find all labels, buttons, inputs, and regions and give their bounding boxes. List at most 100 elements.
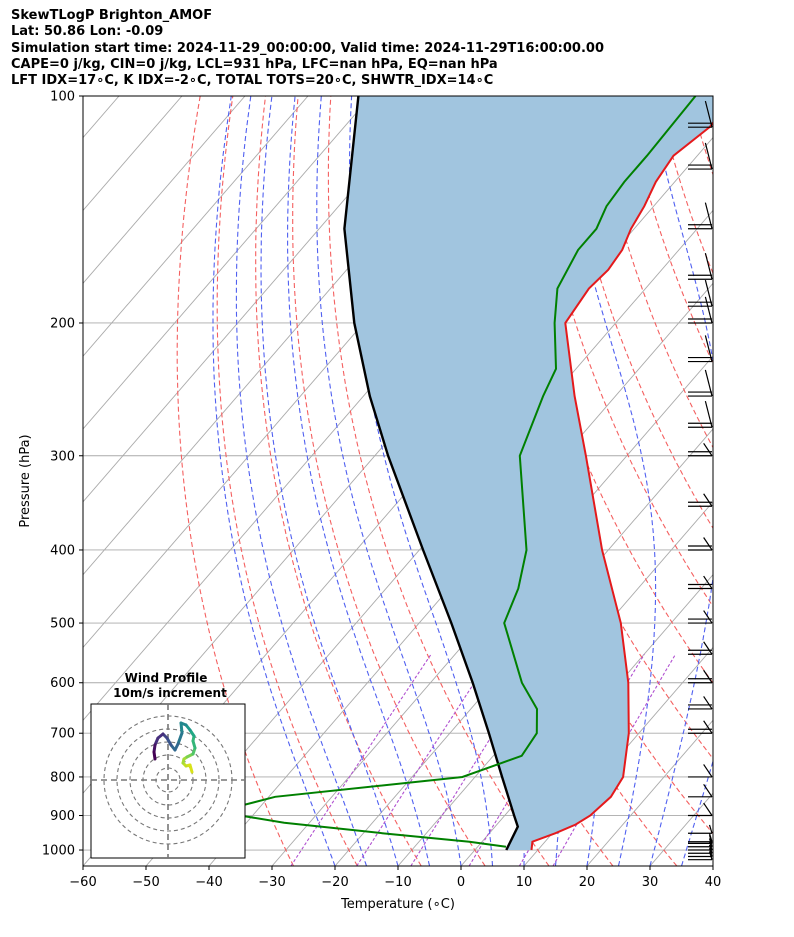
wind-barb: [688, 100, 713, 128]
wind-barb: [688, 669, 713, 684]
x-tick-label: −60: [69, 875, 96, 890]
dry-adiabat-line: [176, 96, 294, 866]
x-tick-label: 0: [457, 875, 465, 890]
dry-adiabat-line: [292, 96, 486, 866]
wind-barb: [688, 838, 713, 848]
dry-adiabat-line: [591, 96, 713, 449]
x-tick-label: −30: [258, 875, 285, 890]
wind-barb: [688, 296, 713, 324]
dry-adiabat-line: [788, 96, 794, 866]
wind-barb: [688, 764, 713, 778]
y-tick-label: 800: [50, 770, 75, 785]
temperature-profile-line: [530, 121, 713, 851]
mixing-ratio-line: [290, 653, 432, 866]
hodograph-segment: [176, 731, 184, 746]
isotherm-line: [271, 355, 713, 866]
dry-adiabat-line: [755, 96, 794, 866]
y-tick-label: 100: [50, 90, 75, 105]
y-tick-label: 700: [50, 727, 75, 742]
wind-barb: [688, 279, 713, 307]
wind-barb: [688, 252, 713, 280]
wind-barb: [688, 142, 713, 170]
wind-barb: [688, 575, 713, 590]
cin-shaded-area: [344, 96, 713, 850]
dry-adiabat-line: [656, 96, 713, 275]
axes: −60 −50 −40 −30 −20 −10 0 10 20 30 40 1000 900 800 700…: [42, 90, 721, 891]
isotherm-line: [83, 96, 309, 357]
x-tick-label: 30: [642, 875, 659, 890]
isotherm-line: [83, 96, 246, 284]
wind-barb: [688, 802, 713, 817]
indices-line: LFT IDX=17∘C, K IDX=-2∘C, TOTAL TOTS=20∘…: [11, 73, 494, 89]
isotherm-line: [776, 96, 794, 866]
y-tick-label: 400: [50, 543, 75, 558]
wind-barb: [688, 335, 713, 363]
x-tick-label: 40: [705, 875, 722, 890]
hodograph-title: Wind Profile: [125, 671, 208, 685]
wind-barb: [688, 537, 713, 551]
isotherm-line: [334, 428, 713, 866]
moist-adiabat-line: [712, 864, 713, 866]
wind-barbs: [688, 100, 713, 861]
wind-barb: [688, 442, 713, 457]
wind-barb: [688, 400, 713, 428]
hodograph-subtitle: 10m/s increment: [113, 686, 227, 700]
chart-header: SkewTLogP Brighton_AMOF Lat: 50.86 Lon: …: [11, 8, 604, 89]
hodograph-segment: [152, 750, 157, 761]
isotherm-line: [649, 792, 713, 866]
parcel-profile-line: [343, 96, 520, 851]
y-tick-label: 1000: [42, 844, 75, 859]
dry-adiabat-line: [255, 96, 422, 866]
wind-barb: [688, 833, 713, 843]
dry-adiabat-line: [216, 96, 358, 866]
moist-adiabat-line: [235, 96, 368, 866]
dry-adiabat-line: [689, 96, 713, 177]
wind-barb: [688, 493, 713, 507]
moist-adiabat-line: [260, 96, 399, 866]
y-axis-label: Pressure (hPa): [18, 434, 33, 527]
wind-barb: [688, 202, 713, 230]
isotherm-line: [83, 96, 372, 430]
convective-params-line: CAPE=0 j/kg, CIN=0 j/kg, LCL=931 hPa, LF…: [11, 56, 498, 72]
moist-adiabat-line: [648, 96, 713, 866]
wind-barb: [688, 696, 713, 710]
wind-barb: [688, 783, 713, 798]
moist-adiabat-line: [212, 96, 336, 866]
wind-barb: [688, 824, 713, 834]
y-tick-label: 500: [50, 617, 75, 632]
isotherm-line: [83, 96, 435, 503]
isotherm-line: [586, 719, 713, 866]
y-tick-label: 600: [50, 676, 75, 691]
dry-adiabat-line: [723, 96, 794, 866]
x-tick-label: −40: [195, 875, 222, 890]
moist-adiabat-line: [555, 96, 657, 866]
chart-title: SkewTLogP Brighton_AMOF: [11, 8, 213, 23]
y-tick-label: 900: [50, 809, 75, 824]
wind-barb: [688, 851, 713, 861]
moist-adiabat-line: [680, 759, 713, 866]
x-tick-label: 10: [516, 875, 533, 890]
dry-adiabat-line: [624, 96, 713, 365]
x-axis-label: Temperature (∘C): [340, 897, 455, 912]
wind-barb: [688, 369, 713, 397]
x-tick-label: −20: [321, 875, 348, 890]
hodograph-inset: Wind Profile 10m/s increment: [90, 671, 246, 859]
cape-cin-shading: [344, 96, 713, 850]
location-line: Lat: 50.86 Lon: -0.09: [11, 24, 164, 40]
wind-barb: [688, 610, 713, 624]
mixing-ratio-line: [356, 653, 494, 866]
y-tick-label: 200: [50, 316, 75, 331]
x-tick-label: −10: [384, 875, 411, 890]
time-line: Simulation start time: 2024-11-29_00:00:…: [11, 40, 604, 56]
x-tick-label: −50: [132, 875, 159, 890]
dry-adiabat-line: [460, 96, 713, 760]
y-tick-label: 300: [50, 449, 75, 464]
isotherm-line: [712, 865, 713, 866]
mixing-ratio-line: [468, 654, 599, 866]
isotherm-line: [523, 646, 713, 866]
moist-adiabat-line: [316, 96, 462, 866]
hodograph-segment: [179, 721, 184, 735]
wind-barb: [688, 641, 713, 655]
dry-adiabat-line: [558, 96, 713, 530]
